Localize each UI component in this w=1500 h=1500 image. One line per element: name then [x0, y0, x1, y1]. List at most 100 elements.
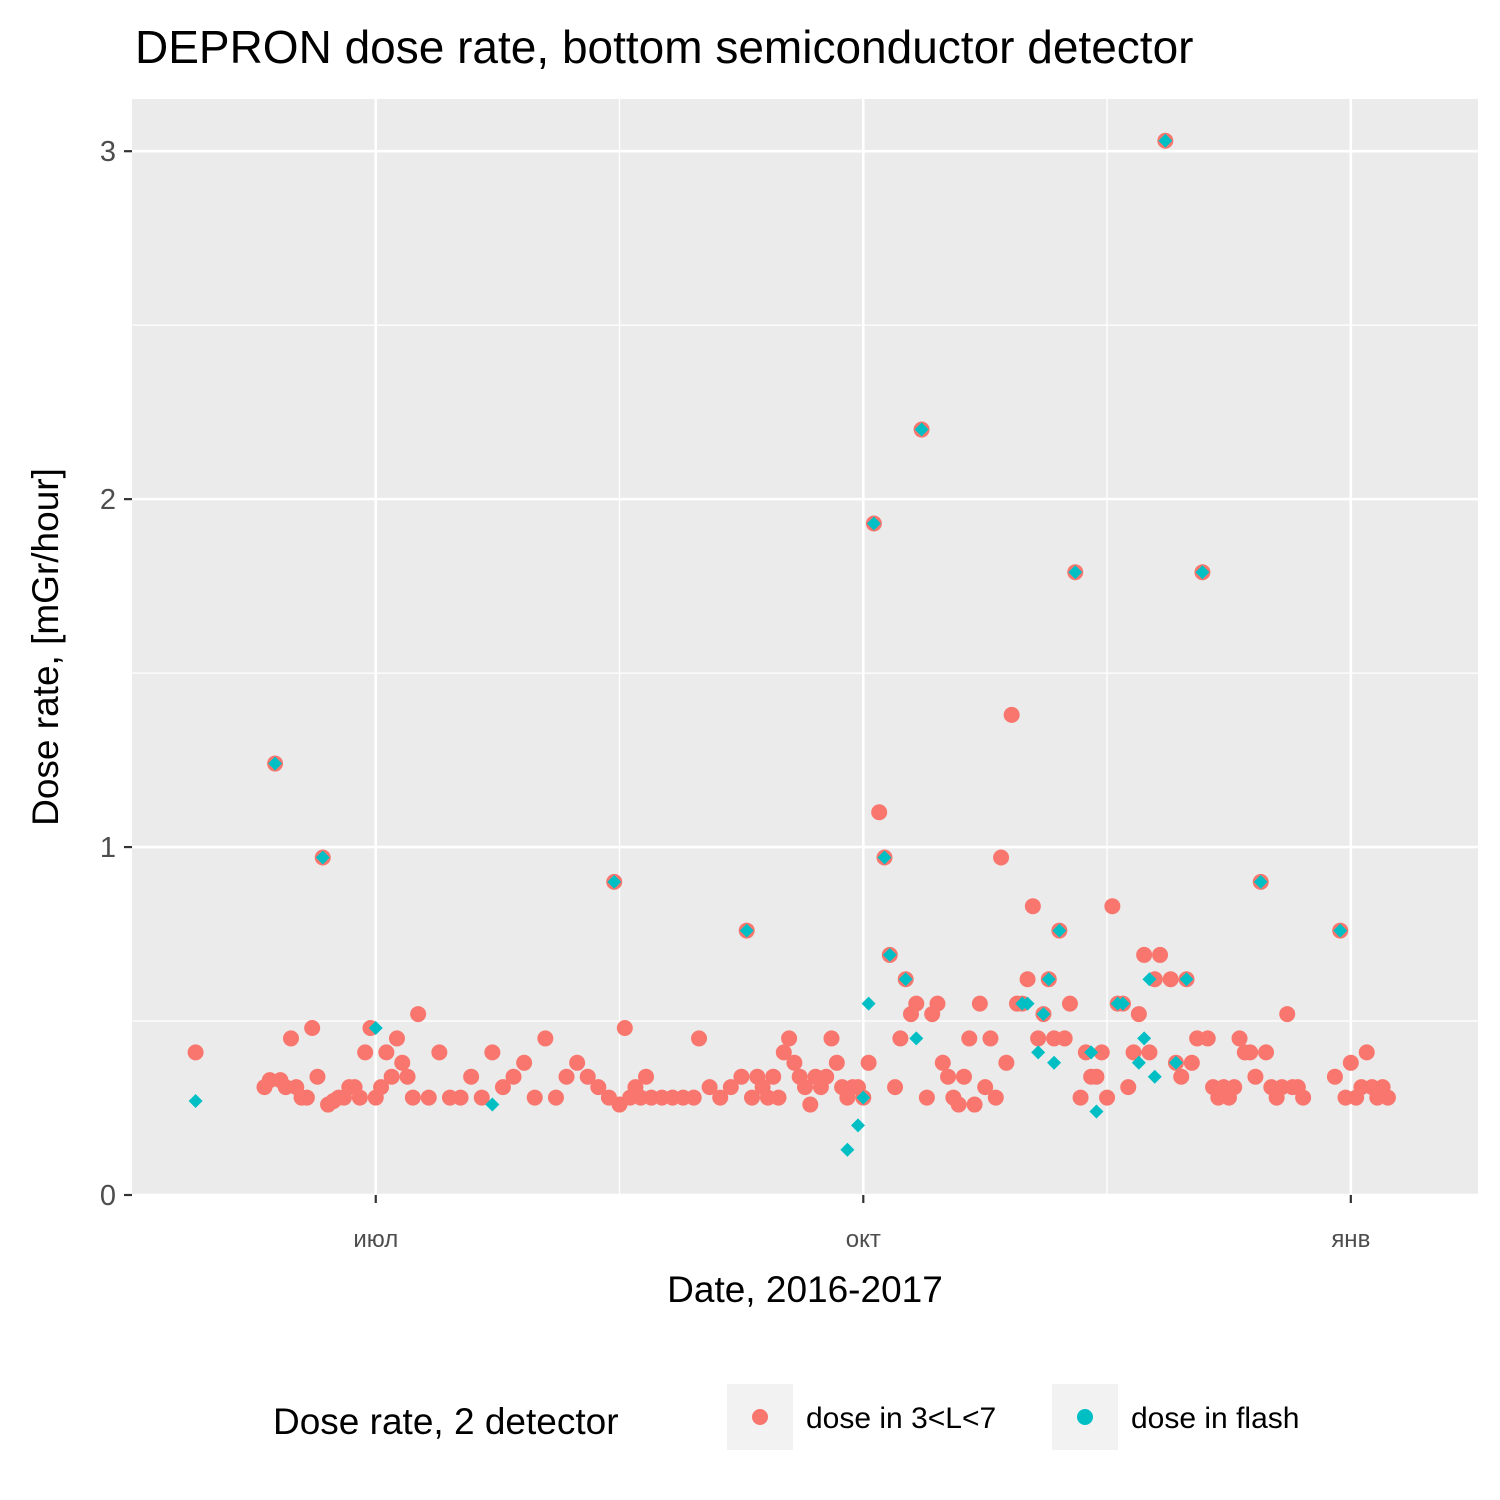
dose-point — [309, 1068, 326, 1085]
flash-point — [1084, 1045, 1099, 1060]
legend-key-dose-in-3-l-7 — [752, 1409, 768, 1425]
dose-point — [908, 995, 925, 1012]
x-tick-label: июл — [353, 1226, 398, 1253]
dose-point — [722, 1079, 739, 1096]
dose-point — [579, 1068, 596, 1085]
flash-point — [877, 850, 892, 865]
flash-point — [1089, 1104, 1104, 1119]
y-tick-label: 3 — [100, 136, 116, 168]
dose-point — [929, 995, 946, 1012]
dose-point — [765, 1068, 782, 1085]
dose-point — [1231, 1030, 1248, 1047]
dose-point — [1019, 971, 1036, 988]
dose-point — [1088, 1068, 1105, 1085]
dose-point — [971, 995, 988, 1012]
dose-point — [977, 1079, 994, 1096]
dose-point — [934, 1054, 951, 1071]
dose-point — [463, 1068, 480, 1085]
flash-point — [1052, 923, 1067, 938]
x-axis-title: Date, 2016-2017 — [667, 1269, 943, 1310]
dose-point — [701, 1079, 718, 1096]
flash-point — [607, 874, 622, 889]
legend-label-dose-in-3-l-7: dose in 3<L<7 — [806, 1402, 996, 1435]
dose-point — [537, 1030, 554, 1047]
dose-point — [1061, 995, 1078, 1012]
dose-point — [282, 1030, 299, 1047]
dose-point — [1342, 1054, 1359, 1071]
dose-point — [378, 1044, 395, 1061]
chart-title: DEPRON dose rate, bottom semiconductor d… — [135, 21, 1193, 73]
dose-point — [1173, 1068, 1190, 1085]
flash-point — [1020, 996, 1035, 1011]
dose-point — [1247, 1068, 1264, 1085]
legend-label-dose-in-flash: dose in flash — [1131, 1402, 1299, 1435]
dose-point — [484, 1044, 501, 1061]
dose-point — [357, 1044, 374, 1061]
dose-point — [547, 1089, 564, 1106]
dose-point — [1136, 946, 1153, 963]
dose-point — [818, 1068, 835, 1085]
dose-point — [1379, 1089, 1396, 1106]
dose-point — [685, 1089, 702, 1106]
dose-point — [1199, 1030, 1216, 1047]
dose-point — [1152, 946, 1169, 963]
dose-point — [1120, 1079, 1137, 1096]
dose-point — [871, 804, 888, 821]
dose-point — [1183, 1054, 1200, 1071]
flash-point — [1179, 972, 1194, 987]
dose-point — [187, 1044, 204, 1061]
legend: Dose rate, 2 detector dose in 3<L<7 dose… — [273, 1384, 1299, 1450]
flash-point — [1168, 1055, 1183, 1070]
dose-point — [394, 1054, 411, 1071]
flash-point — [268, 756, 283, 771]
flash-point — [882, 947, 897, 962]
dose-point — [1358, 1044, 1375, 1061]
dose-point — [781, 1030, 798, 1047]
dose-point — [1125, 1044, 1142, 1061]
flash-point — [315, 850, 330, 865]
dose-point — [304, 1019, 321, 1036]
grid-major — [132, 99, 1478, 1197]
dose-point — [987, 1089, 1004, 1106]
flash-point — [840, 1142, 855, 1157]
flash-point — [861, 996, 876, 1011]
dose-point — [638, 1068, 655, 1085]
dose-point — [744, 1089, 761, 1106]
dose-point — [733, 1068, 750, 1085]
dose-point — [404, 1089, 421, 1106]
flash-point — [1131, 1055, 1146, 1070]
dose-point — [590, 1079, 607, 1096]
dose-point — [452, 1089, 469, 1106]
dose-point — [494, 1079, 511, 1096]
dose-point — [420, 1089, 437, 1106]
dose-point — [298, 1089, 315, 1106]
dose-point — [1162, 971, 1179, 988]
flash-point — [1031, 1045, 1046, 1060]
dose-point — [802, 1096, 819, 1113]
dose-point — [388, 1030, 405, 1047]
dose-point — [351, 1089, 368, 1106]
y-axis-title: Dose rate, [mGr/hour] — [25, 468, 66, 826]
dose-point — [961, 1030, 978, 1047]
dose-point — [1099, 1089, 1116, 1106]
dose-point — [516, 1054, 533, 1071]
dose-point — [955, 1068, 972, 1085]
dose-point — [1326, 1068, 1343, 1085]
dose-point — [431, 1044, 448, 1061]
flash-point — [914, 422, 929, 437]
flash-point — [188, 1094, 203, 1109]
y-axis: 0 1 2 3 — [100, 136, 132, 1212]
dose-point — [982, 1030, 999, 1047]
dose-point — [473, 1089, 490, 1106]
dose-point — [770, 1089, 787, 1106]
dose-point — [775, 1044, 792, 1061]
dose-point — [892, 1030, 909, 1047]
flash-point — [1047, 1055, 1062, 1070]
flash-point — [485, 1097, 500, 1112]
flash-point — [368, 1020, 383, 1035]
dose-point — [918, 1089, 935, 1106]
dose-point — [526, 1089, 543, 1106]
dose-point — [1030, 1030, 1047, 1047]
dose-point — [1072, 1089, 1089, 1106]
